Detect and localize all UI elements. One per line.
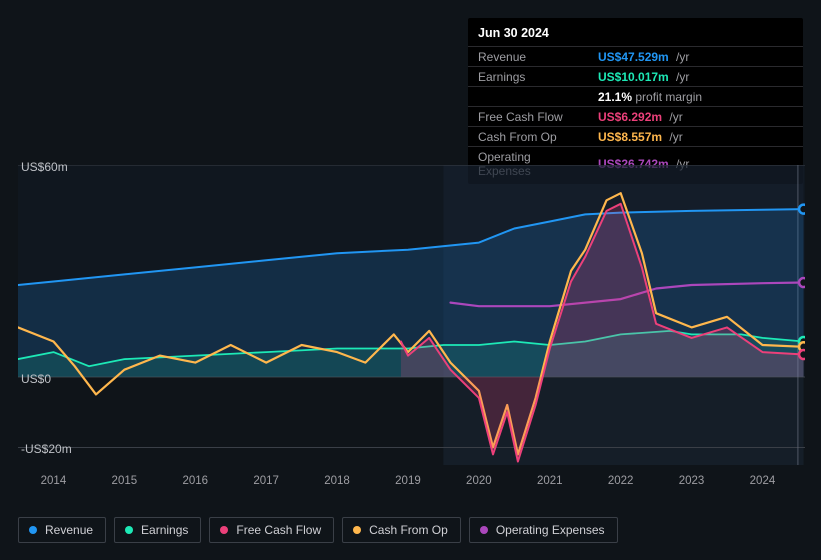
x-axis-labels: 2014 2015 2016 2017 2018 2019 2020 2021 2022 2023… <box>18 475 805 495</box>
legend-label: Cash From Op <box>369 523 448 537</box>
tooltip-row: Cash From OpUS$8.557m /yr <box>468 127 803 147</box>
legend-dot-icon <box>29 526 37 534</box>
x-tick-label: 2022 <box>608 475 634 487</box>
tooltip-row-label: Earnings <box>468 67 588 87</box>
chart-plot <box>18 165 805 465</box>
legend-item[interactable]: Revenue <box>18 517 106 543</box>
x-tick-label: 2016 <box>182 475 208 487</box>
x-tick-label: 2023 <box>679 475 705 487</box>
tooltip-date: Jun 30 2024 <box>468 24 803 46</box>
legend-item[interactable]: Earnings <box>114 517 201 543</box>
chart: 2014 2015 2016 2017 2018 2019 2020 2021 2022 2023… <box>18 155 805 505</box>
tooltip-row-label: Cash From Op <box>468 127 588 147</box>
tooltip-row: Free Cash FlowUS$6.292m /yr <box>468 107 803 127</box>
legend-label: Free Cash Flow <box>236 523 321 537</box>
tooltip-row-value: US$6.292m /yr <box>588 107 803 127</box>
tooltip-row-label: Free Cash Flow <box>468 107 588 127</box>
tooltip-row-value: 21.1% profit margin <box>588 87 803 107</box>
x-tick-label: 2014 <box>41 475 67 487</box>
legend-item[interactable]: Cash From Op <box>342 517 461 543</box>
x-tick-label: 2017 <box>253 475 279 487</box>
legend-item[interactable]: Operating Expenses <box>469 517 618 543</box>
legend-label: Operating Expenses <box>496 523 605 537</box>
tooltip-row: 21.1% profit margin <box>468 87 803 107</box>
x-tick-label: 2019 <box>395 475 421 487</box>
legend-dot-icon <box>480 526 488 534</box>
legend-dot-icon <box>353 526 361 534</box>
y-tick-label: US$60m <box>21 160 68 174</box>
tooltip-row-value: US$10.017m /yr <box>588 67 803 87</box>
legend-dot-icon <box>125 526 133 534</box>
y-tick-label: -US$20m <box>21 442 72 456</box>
tooltip-row-label: Revenue <box>468 47 588 67</box>
x-tick-label: 2015 <box>112 475 138 487</box>
tooltip-row: EarningsUS$10.017m /yr <box>468 67 803 87</box>
tooltip-row-value: US$47.529m /yr <box>588 47 803 67</box>
legend-item[interactable]: Free Cash Flow <box>209 517 334 543</box>
y-tick-label: US$0 <box>21 372 51 386</box>
tooltip-row-label <box>468 87 588 107</box>
x-tick-label: 2020 <box>466 475 492 487</box>
x-tick-label: 2024 <box>750 475 776 487</box>
x-tick-label: 2021 <box>537 475 563 487</box>
legend-dot-icon <box>220 526 228 534</box>
legend: Revenue Earnings Free Cash Flow Cash From O… <box>18 517 618 543</box>
legend-label: Revenue <box>45 523 93 537</box>
legend-label: Earnings <box>141 523 188 537</box>
tooltip-row-value: US$8.557m /yr <box>588 127 803 147</box>
tooltip-row: RevenueUS$47.529m /yr <box>468 47 803 67</box>
x-tick-label: 2018 <box>324 475 350 487</box>
